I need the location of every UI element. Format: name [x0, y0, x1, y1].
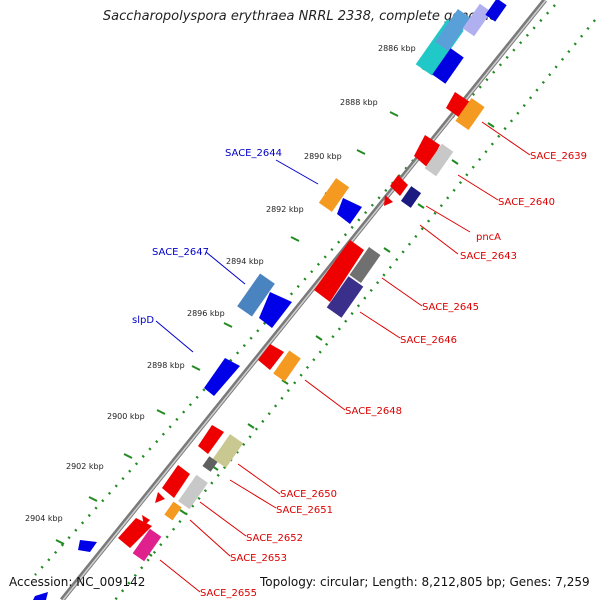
- gene-arrow[interactable]: [259, 292, 292, 328]
- gene-block[interactable]: [212, 434, 244, 468]
- gene-label[interactable]: SACE_2650: [280, 489, 337, 500]
- gene-arrow[interactable]: [314, 240, 364, 302]
- gene-label[interactable]: slpD: [132, 315, 154, 326]
- gene-label[interactable]: SACE_2640: [498, 197, 555, 208]
- gene-block[interactable]: [202, 456, 218, 472]
- gene-arrow[interactable]: [384, 195, 393, 206]
- gene-arrow[interactable]: [204, 358, 240, 396]
- gene-arrow[interactable]: [337, 198, 362, 224]
- gene-arrow[interactable]: [414, 135, 440, 168]
- gene-arrow[interactable]: [78, 540, 97, 552]
- tick-label: 2890 kbp: [304, 152, 342, 161]
- gene-label[interactable]: SACE_2639: [530, 151, 587, 162]
- gene-arrow[interactable]: [198, 425, 224, 454]
- gene-block[interactable]: [132, 528, 162, 562]
- gene-block[interactable]: [462, 3, 492, 37]
- forward-strand-genes: [33, 0, 507, 600]
- gene-arrow[interactable]: [155, 492, 165, 503]
- gene-arrow[interactable]: [118, 518, 152, 548]
- gene-block[interactable]: [237, 273, 275, 317]
- gene-block[interactable]: [434, 9, 472, 51]
- gene-label[interactable]: SACE_2653: [230, 553, 287, 564]
- gene-label[interactable]: pncA: [476, 232, 501, 243]
- gene-arrow[interactable]: [33, 592, 48, 600]
- tick-label: 2888 kbp: [340, 98, 378, 107]
- reverse-leaders: [159, 121, 531, 593]
- tick-label: 2898 kbp: [147, 361, 185, 370]
- gene-arrow[interactable]: [162, 465, 190, 498]
- gene-block[interactable]: [349, 247, 381, 283]
- gene-block[interactable]: [326, 276, 364, 318]
- gene-block[interactable]: [164, 501, 182, 521]
- map-title: Saccharopolyspora erythraea NRRL 2338, c…: [102, 9, 498, 24]
- tick-label: 2892 kbp: [266, 205, 304, 214]
- gene-label[interactable]: SACE_2655: [200, 588, 257, 599]
- gene-label[interactable]: SACE_2648: [345, 406, 402, 417]
- gene-arrow[interactable]: [258, 344, 284, 370]
- tick-label: 2904 kbp: [25, 514, 63, 523]
- tick-label: 2902 kbp: [66, 462, 104, 471]
- reverse-strand-genes: [118, 92, 485, 562]
- gene-arrow[interactable]: [390, 175, 408, 196]
- tick-label: 2894 kbp: [226, 257, 264, 266]
- gene-label[interactable]: SACE_2647: [152, 247, 209, 258]
- gene-block[interactable]: [485, 0, 507, 22]
- tick-label: 2896 kbp: [187, 309, 225, 318]
- gene-block[interactable]: [455, 97, 485, 131]
- gene-block[interactable]: [178, 474, 208, 510]
- gene-block[interactable]: [432, 48, 464, 84]
- gene-block[interactable]: [273, 350, 301, 382]
- forward-leaders: [155, 159, 319, 353]
- gene-block[interactable]: [424, 143, 454, 177]
- gene-label[interactable]: SACE_2646: [400, 335, 457, 346]
- gene-label[interactable]: SACE_2645: [422, 302, 479, 313]
- gene-block[interactable]: [318, 178, 350, 212]
- gene-block[interactable]: [400, 186, 422, 208]
- gene-label[interactable]: SACE_2651: [276, 505, 333, 516]
- gene-arrow[interactable]: [142, 515, 150, 526]
- accession-text: Accession: NC_009142: [9, 575, 146, 589]
- gene-label[interactable]: SACE_2643: [460, 251, 517, 262]
- tick-label: 2886 kbp: [378, 44, 416, 53]
- gene-label[interactable]: SACE_2644: [225, 148, 282, 159]
- topology-text: Topology: circular; Length: 8,212,805 bp…: [260, 575, 590, 589]
- tick-label: 2900 kbp: [107, 412, 145, 421]
- gene-label[interactable]: SACE_2652: [246, 533, 303, 544]
